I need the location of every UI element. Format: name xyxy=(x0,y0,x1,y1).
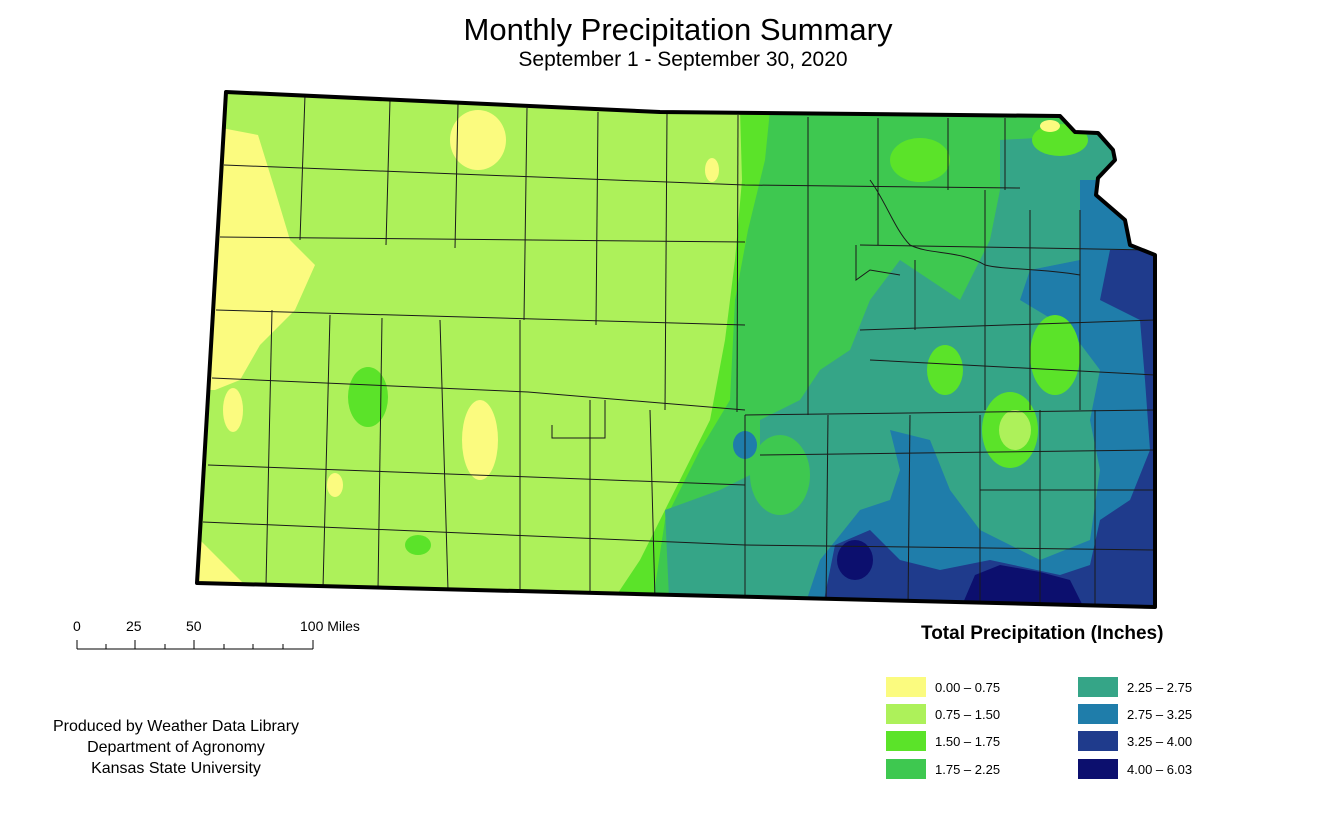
legend-label: 4.00 – 6.03 xyxy=(1127,762,1193,777)
legend-swatch xyxy=(886,759,926,779)
map-subtitle: September 1 - September 30, 2020 xyxy=(518,48,848,71)
map-title: Monthly Precipitation Summary xyxy=(463,12,893,47)
scale-label-100-miles: 100 Miles xyxy=(300,618,360,634)
legend-swatch xyxy=(886,704,926,724)
legend-swatch xyxy=(1078,677,1118,697)
legend-label: 2.25 – 2.75 xyxy=(1127,680,1193,695)
scale-label-25: 25 xyxy=(126,618,142,634)
band-325-400 xyxy=(820,250,1155,607)
scale-bar xyxy=(76,640,314,650)
legend-swatch xyxy=(886,731,926,751)
legend-label: 1.50 – 1.75 xyxy=(935,734,1001,749)
legend-label: 0.00 – 0.75 xyxy=(935,680,1001,695)
band-400-603-spot xyxy=(837,540,873,580)
credit-line: Kansas State University xyxy=(91,760,261,777)
legend-swatch xyxy=(1078,759,1118,779)
credits: Produced by Weather Data Library Departm… xyxy=(38,716,314,779)
county-boundaries xyxy=(202,94,1155,607)
scale-label-0: 0 xyxy=(73,618,81,634)
legend-label: 2.75 – 3.25 xyxy=(1127,707,1193,722)
legend-swatch xyxy=(886,677,926,697)
legend-label: 1.75 – 2.25 xyxy=(935,762,1001,777)
credit-line: Department of Agronomy xyxy=(87,739,265,756)
credit-line: Produced by Weather Data Library xyxy=(52,718,300,735)
kansas-outline xyxy=(195,90,1157,609)
band-275-325 xyxy=(800,180,1155,607)
legend-label: 3.25 – 4.00 xyxy=(1127,734,1193,749)
scale-label-50: 50 xyxy=(186,618,202,634)
band-400-603 xyxy=(960,565,1085,607)
precipitation-surface xyxy=(197,92,1155,607)
legend-label: 0.75 – 1.50 xyxy=(935,707,1001,722)
legend-swatch xyxy=(1078,731,1118,751)
legend-swatch xyxy=(1078,704,1118,724)
legend-title: Total Precipitation (Inches) xyxy=(921,623,1164,644)
